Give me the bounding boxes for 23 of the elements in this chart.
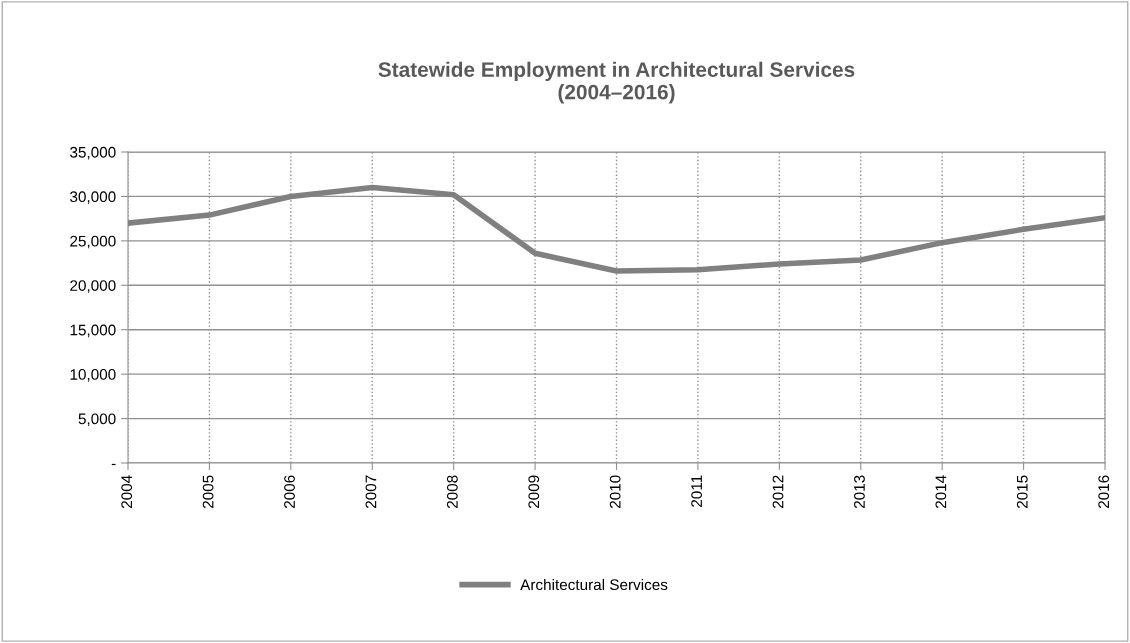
x-tick-label: 2011: [691, 475, 703, 507]
y-tick-label: 35,000: [70, 146, 116, 160]
chart-title: Statewide Employment in Architectural Services (2004–2016): [378, 61, 855, 104]
y-tick-label: 10,000: [70, 369, 116, 382]
y-tick-label: 20,000: [70, 280, 116, 293]
y-tick-label: -: [111, 463, 116, 466]
x-tick-label: 2010: [609, 475, 621, 509]
y-tick-label: 5,000: [78, 413, 116, 427]
y-tick-label: 30,000: [70, 191, 116, 204]
y-tick-label: 15,000: [70, 324, 116, 338]
x-tick-label: 2014: [935, 475, 947, 509]
x-tick-label: 2007: [365, 475, 377, 509]
y-tick-label: 25,000: [70, 235, 116, 249]
x-tick-label: 2006: [284, 475, 295, 509]
x-tick-label: 2009: [528, 475, 540, 509]
x-tick-label: 2004: [121, 475, 133, 509]
x-tick-label: 2013: [854, 475, 865, 509]
x-tick-label: 2016: [1098, 475, 1110, 509]
legend-label: Architectural Services: [520, 578, 668, 591]
x-tick-label: 2012: [772, 475, 784, 509]
x-tick-label: 2008: [446, 475, 458, 509]
x-tick-label: 2005: [202, 475, 214, 509]
x-tick-label: 2015: [1016, 475, 1028, 509]
